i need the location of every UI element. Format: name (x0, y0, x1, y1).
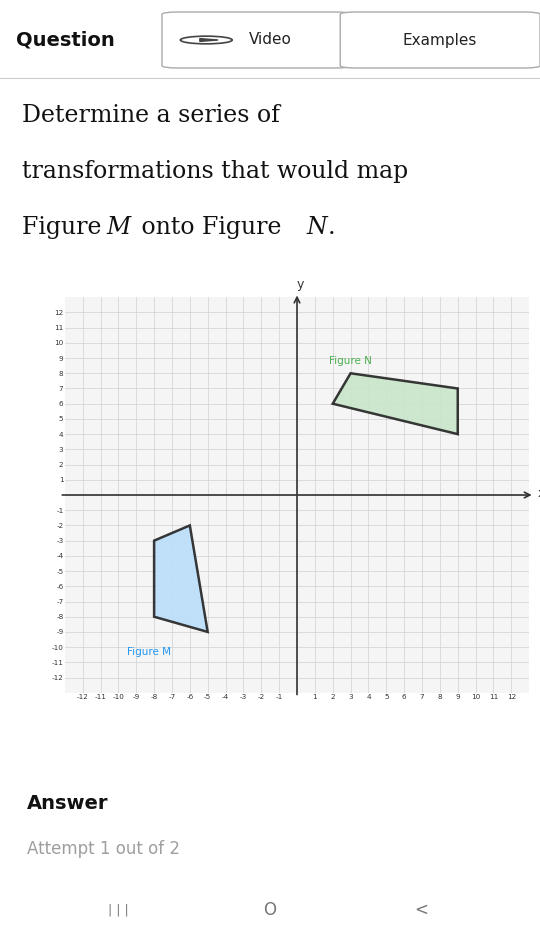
Text: Attempt 1 out of 2: Attempt 1 out of 2 (27, 841, 180, 858)
FancyBboxPatch shape (162, 12, 351, 68)
Text: <: < (414, 901, 428, 919)
Text: Determine a series of: Determine a series of (22, 104, 280, 127)
Text: M: M (106, 216, 131, 239)
Text: .: . (328, 216, 335, 239)
Text: O: O (264, 901, 276, 919)
Text: | | |: | | | (109, 904, 129, 917)
Text: Video: Video (248, 32, 291, 47)
Text: Question: Question (16, 31, 115, 50)
Text: N: N (306, 216, 327, 239)
Text: transformations that would map: transformations that would map (22, 160, 408, 183)
Polygon shape (200, 39, 218, 42)
Text: onto Figure: onto Figure (134, 216, 289, 239)
Text: Answer: Answer (27, 794, 109, 812)
Text: Figure: Figure (22, 216, 109, 239)
FancyBboxPatch shape (340, 12, 540, 68)
Text: Examples: Examples (403, 32, 477, 47)
